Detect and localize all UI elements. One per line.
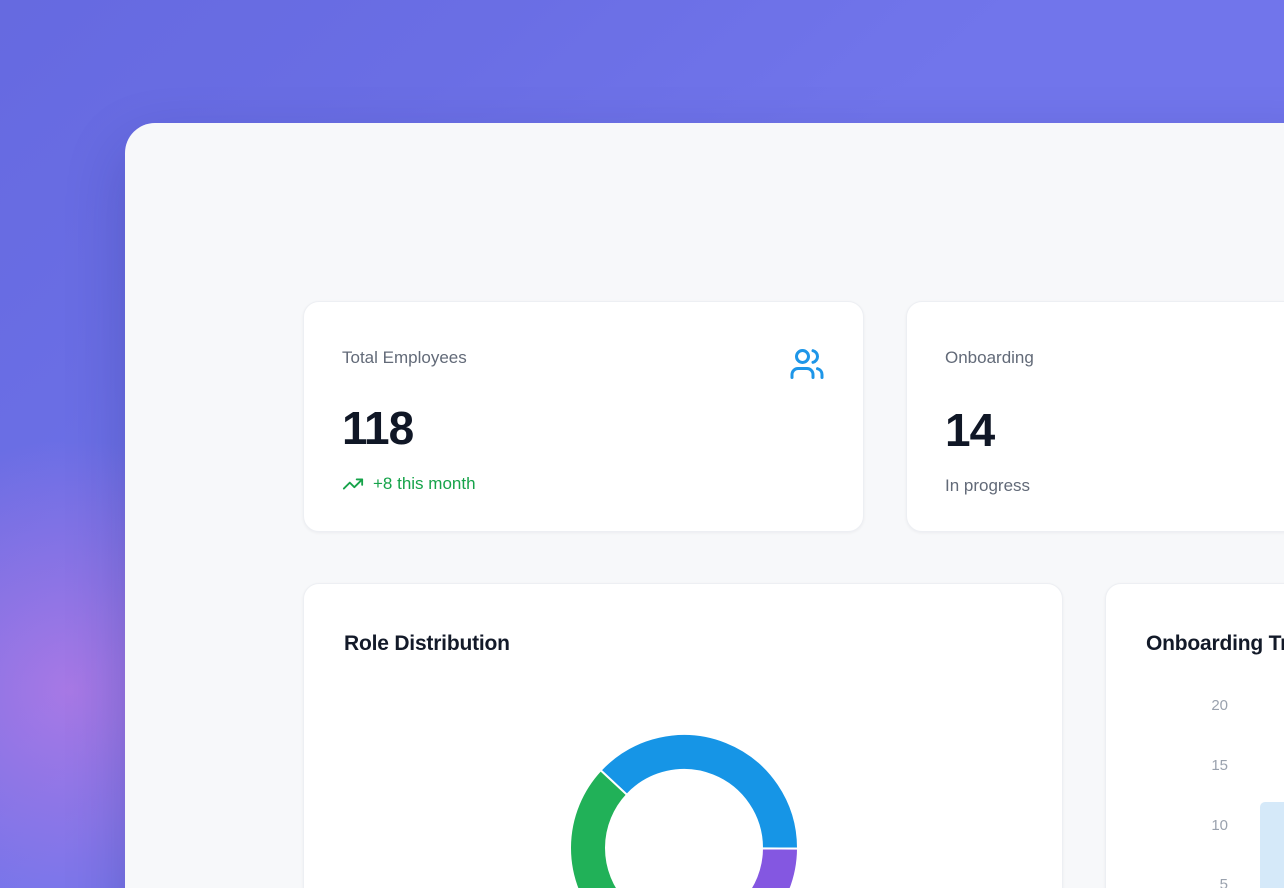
role-distribution-donut-chart [569, 733, 800, 888]
stat-trend: +8 this month [304, 472, 863, 496]
main-panel: Total Employees 118 +8 this month [125, 123, 1284, 888]
onboarding-trend-title: Onboarding Trend [1146, 632, 1284, 655]
stat-label: Onboarding [945, 348, 1034, 367]
y-axis-tick-20: 20 [1211, 697, 1228, 714]
donut-segment-blue [599, 733, 800, 850]
y-axis-tick-15: 15 [1211, 756, 1228, 774]
role-distribution-card: Role Distribution [303, 583, 1063, 888]
stat-card-onboarding: Onboarding 14 In progress [906, 301, 1284, 532]
stat-subtext: In progress [945, 476, 1031, 495]
y-axis-tick-5: 5 [1219, 876, 1228, 888]
stat-value: 14 [945, 404, 995, 456]
y-axis-tick-10: 10 [1211, 816, 1228, 834]
onboarding-trend-card: Onboarding Trend 05101520SepOct [1105, 583, 1284, 888]
donut-segment-purple [749, 847, 800, 888]
role-distribution-title: Role Distribution [344, 632, 510, 655]
stat-card-total-employees: Total Employees 118 +8 this month [303, 301, 864, 532]
donut-segment-green [569, 768, 629, 888]
stat-value: 118 [342, 402, 414, 454]
onboarding-trend-bar-chart: 05101520SepOct [1106, 584, 1284, 888]
stat-card-header: Total Employees [304, 302, 863, 382]
users-icon [789, 346, 825, 382]
stat-card-header: Onboarding [907, 302, 1284, 384]
stat-trend-text: +8 this month [373, 474, 476, 493]
trending-up-icon [342, 473, 364, 495]
bar-sep-light-blue [1260, 801, 1284, 888]
stat-label: Total Employees [342, 348, 467, 367]
